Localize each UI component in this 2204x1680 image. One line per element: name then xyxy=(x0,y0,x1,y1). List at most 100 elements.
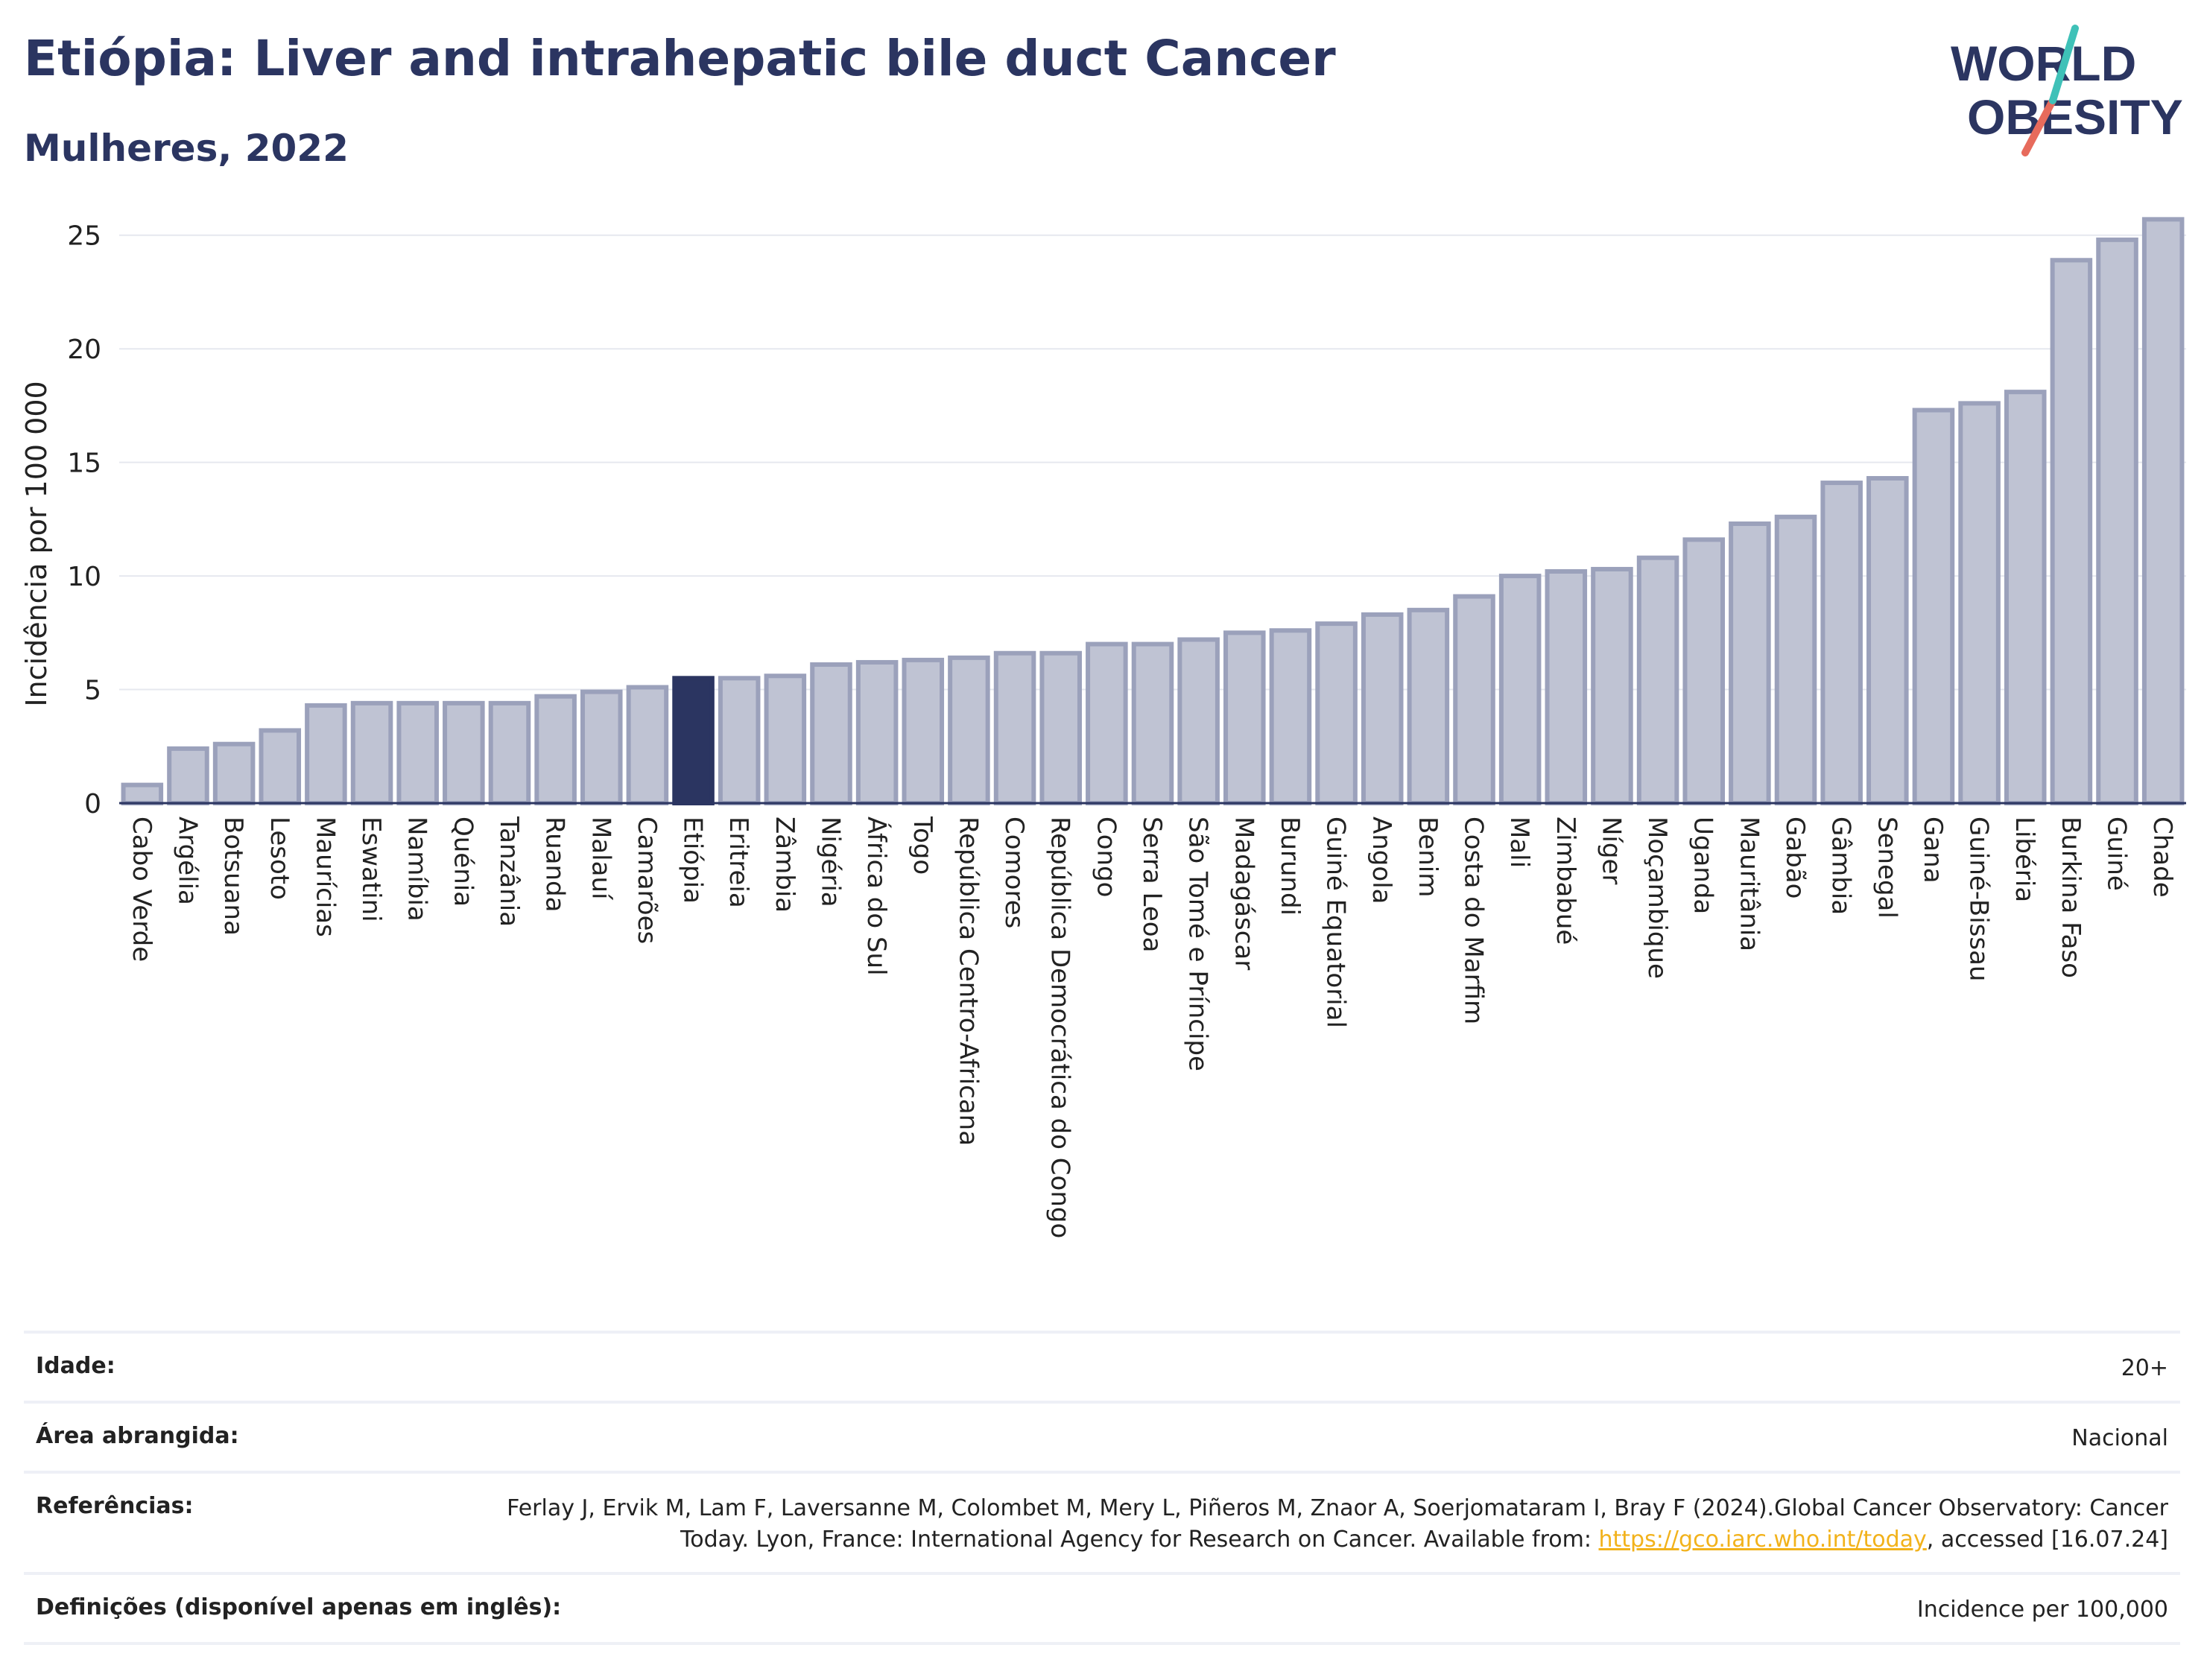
x-tick-label: Eswatini xyxy=(356,817,386,922)
bars xyxy=(121,217,2185,806)
bar-guiné-equatorial xyxy=(1315,621,1358,805)
x-axis-labels: Cabo Verde Argélia Botsuana Lesoto Maurícias… xyxy=(127,816,2177,1238)
bar-república-centro-africana xyxy=(948,655,990,805)
x-tick-label: Camarões xyxy=(632,817,662,944)
info-value: Nacional xyxy=(2071,1425,2168,1451)
x-tick-label: Malauí xyxy=(586,817,615,901)
info-value: Incidence per 100,000 xyxy=(1916,1597,2168,1623)
bar-guiné-bissau xyxy=(1958,401,2001,805)
bar-burkina-faso xyxy=(2050,258,2093,806)
bar-nigéria xyxy=(810,662,852,806)
reference-text: Ferlay J, Ervik M, Lam F, Laversanne M, … xyxy=(507,1495,2168,1553)
bar-níger xyxy=(1591,566,1633,805)
x-tick-label: Ruanda xyxy=(540,817,570,912)
bar-mauritânia xyxy=(1729,521,1771,806)
x-tick-label: Comores xyxy=(999,817,1029,928)
bar-zimbabué xyxy=(1545,568,1588,805)
bar-gâmbia xyxy=(1820,481,1863,805)
x-tick-label: Guiné xyxy=(2102,817,2132,891)
bar-gabão xyxy=(1774,514,1817,805)
x-tick-label: Lesoto xyxy=(265,817,294,900)
x-tick-label: Guiné Equatorial xyxy=(1321,817,1351,1028)
bar-zâmbia xyxy=(764,673,807,805)
x-tick-label: Mauritânia xyxy=(1734,817,1764,951)
x-tick-label: Burundi xyxy=(1275,817,1305,916)
logo-line2: OBESITY xyxy=(1967,89,2183,145)
bar-madagáscar xyxy=(1223,630,1266,805)
bar-costa-do-marfim xyxy=(1453,594,1495,805)
bar-botsuana xyxy=(212,741,256,806)
info-label: Referências: xyxy=(36,1493,194,1519)
y-tick-label: 15 xyxy=(67,448,101,479)
x-tick-label: Eritreia xyxy=(723,817,753,908)
bar-angola xyxy=(1361,612,1404,805)
info-row-definitions: Definições (disponível apenas em inglês)… xyxy=(24,1572,2180,1645)
x-tick-label: Cabo Verde xyxy=(127,817,156,962)
x-tick-label: Tanzânia xyxy=(494,816,524,927)
reference-suffix: , accessed [16.07.24] xyxy=(1926,1527,2168,1553)
x-tick-label: República Centro-Africana xyxy=(953,817,983,1146)
info-table: Idade: 20+ Área abrangida: Nacional Refe… xyxy=(24,1331,2180,1645)
x-tick-label: Madagáscar xyxy=(1229,817,1258,970)
x-tick-label: Moçambique xyxy=(1642,817,1672,979)
x-tick-label: Angola xyxy=(1367,817,1396,904)
info-label: Idade: xyxy=(36,1353,115,1379)
bar-tanzânia xyxy=(488,700,531,805)
info-row-age: Idade: 20+ xyxy=(24,1331,2180,1401)
chart-title: Etiópia: Liver and intrahepatic bile duc… xyxy=(24,30,1336,87)
x-tick-label: Gana xyxy=(1918,817,1948,884)
x-tick-label: Libéria xyxy=(2010,817,2039,902)
bar-áfrica-do-sul xyxy=(855,659,899,805)
x-tick-label: São Tomé e Príncipe xyxy=(1183,817,1213,1071)
y-tick-label: 5 xyxy=(84,676,101,706)
bar-malauí xyxy=(580,689,623,806)
x-tick-label: Nigéria xyxy=(815,817,845,907)
bar-burundi xyxy=(1269,628,1312,806)
x-tick-label: Togo xyxy=(908,816,937,875)
x-tick-label: Maurícias xyxy=(310,817,340,937)
x-tick-label: Argélia xyxy=(172,817,202,905)
y-tick-label: 25 xyxy=(67,221,101,252)
bar-uganda xyxy=(1682,537,1726,805)
bar-togo xyxy=(902,657,945,805)
info-row-area: Área abrangida: Nacional xyxy=(24,1401,2180,1471)
x-tick-label: Mali xyxy=(1504,817,1534,868)
bar-guiné xyxy=(2096,237,2138,805)
x-tick-label: Níger xyxy=(1596,817,1626,884)
bar-eswatini xyxy=(350,700,393,805)
x-tick-label: Benim xyxy=(1413,817,1443,897)
bar-libéria xyxy=(2004,390,2047,805)
x-tick-label: Etiópia xyxy=(678,817,708,904)
bar-congo xyxy=(1086,641,1128,805)
logo-line1: WORLD xyxy=(1951,36,2136,91)
bar-benim xyxy=(1407,607,1450,805)
bar-lesoto xyxy=(259,728,302,805)
x-tick-label: Serra Leoa xyxy=(1137,817,1167,952)
bar-gana xyxy=(1912,408,1955,805)
info-value: 20+ xyxy=(2121,1355,2168,1381)
bar-serra-leoa xyxy=(1131,641,1174,805)
bar-quénia xyxy=(443,700,485,805)
bar-eritreia xyxy=(718,676,761,805)
bar-mali xyxy=(1498,574,1542,806)
bar-república-democrática-do-congo xyxy=(1039,650,1082,805)
x-tick-label: Congo xyxy=(1091,817,1121,897)
bar-camarões xyxy=(626,685,669,805)
y-axis-ticks: 0 5 10 15 20 25 xyxy=(67,221,101,820)
bar-chart: 0 5 10 15 20 25 Cabo Verde Argélia Botsuana Leso… xyxy=(20,217,2186,1238)
reference-link[interactable]: https://gco.iarc.who.int/today xyxy=(1598,1527,1927,1553)
x-tick-label: República Democrática do Congo xyxy=(1045,817,1075,1238)
x-tick-label: Zâmbia xyxy=(770,817,799,913)
bar-moçambique xyxy=(1636,555,1679,806)
x-tick-label: Burkina Faso xyxy=(2056,817,2086,978)
y-tick-label: 20 xyxy=(67,335,101,365)
bar-comores xyxy=(993,650,1036,805)
info-row-references: Referências: Ferlay J, Ervik M, Lam F, L… xyxy=(24,1471,2180,1572)
x-tick-label: Uganda xyxy=(1688,817,1718,914)
info-value: Ferlay J, Ervik M, Lam F, Laversanne M, … xyxy=(455,1493,2168,1556)
info-label: Área abrangida: xyxy=(36,1423,239,1449)
x-tick-label: Senegal xyxy=(1872,817,1901,919)
bar-namíbia xyxy=(396,700,439,805)
x-tick-label: África do Sul xyxy=(861,817,892,976)
info-label: Definições (disponível apenas em inglês)… xyxy=(36,1594,562,1620)
